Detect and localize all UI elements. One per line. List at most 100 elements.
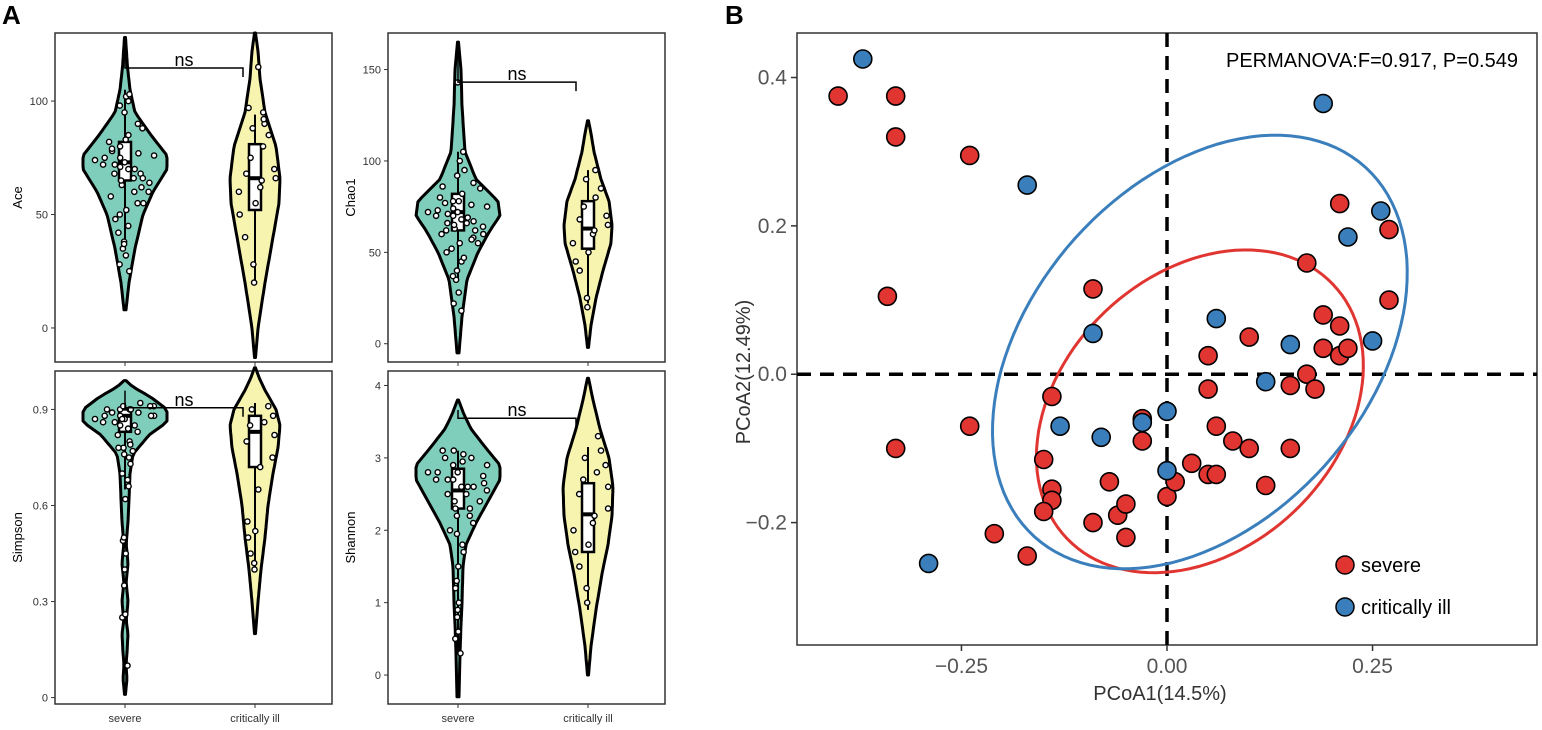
chao1-point-critically-ill [592,166,599,174]
ace-ytick-label: 100 [30,96,48,108]
simpson-point-critically-ill [246,422,254,429]
ace-point-severe [150,152,158,159]
shannon-ytick-label: 1 [375,598,381,610]
ace-point-severe [126,267,133,275]
simpson-ytick-label: 0.3 [33,597,48,609]
shannon-point-severe [469,519,477,527]
chao1-point-severe [449,272,457,280]
simpson-point-severe [125,454,133,461]
simpson-point-severe [122,495,129,503]
ace-point-severe [134,199,141,207]
ace-point-critically-ill [260,115,268,123]
point-severe [1083,512,1103,533]
shannon-point-severe [439,447,447,454]
y-tick-label: −0.2 [746,512,787,535]
ace-point-severe [115,229,122,236]
chao1-point-severe [450,300,458,307]
simpson-frame [54,370,333,705]
permanova-annotation: PERMANOVA:F=0.917, P=0.549 [1226,50,1518,72]
point-severe [1255,475,1276,496]
simpson-point-severe [114,431,122,439]
ace-ytick-label: 50 [36,210,48,222]
ace-point-severe [130,188,138,196]
point-severe [1297,253,1317,273]
chao1-point-severe [454,208,462,216]
simpson-point-severe [127,460,134,468]
ace-point-critically-ill [247,154,254,162]
chao1-point-severe [443,248,450,256]
chao1-point-severe [444,219,451,227]
chao1-point-severe [456,239,464,247]
point-severe [959,416,980,437]
point-severe [885,86,906,106]
simpson-point-critically-ill [244,518,251,525]
ace-point-severe [146,179,153,187]
ace-point-severe [134,120,142,128]
chao1-point-critically-ill [580,203,588,210]
chao1-violin-subplot: 0 50 100 150 Chao1 ns [343,32,666,366]
point-severe [1206,416,1227,437]
point-severe [1099,471,1120,492]
shannon-point-critically-ill [594,432,602,440]
point-severe [1280,375,1301,396]
shannon-point-severe [453,613,461,621]
x-category-label-severe-left: severe [108,713,141,725]
chao1-point-severe [470,179,477,187]
chao1-point-severe [450,221,458,229]
simpson-point-critically-ill [256,463,264,471]
point-severe [1206,464,1227,485]
ace-point-severe [120,240,128,248]
shannon-y-axis-title: Shannon [343,511,358,563]
point-severe [885,438,906,459]
simpson-point-severe [124,425,132,432]
ace-point-critically-ill [252,199,259,207]
ace-point-critically-ill [256,183,264,191]
ace-point-severe [116,143,124,150]
point-severe [1329,193,1350,214]
legend: severe critically ill [1335,555,1451,619]
ace-point-severe [116,261,123,268]
ace-point-severe [130,174,137,182]
shannon-point-critically-ill [585,541,592,549]
ace-point-critically-ill [250,279,258,286]
ace-point-critically-ill [254,63,262,71]
simpson-point-critically-ill [251,566,258,573]
shannon-point-critically-ill [589,519,597,527]
chao1-ns-label: ns [507,64,526,84]
ace-point-severe [117,177,125,184]
chao1-point-severe [460,254,468,262]
shannon-frame [387,370,666,705]
chao1-point-critically-ill [582,175,590,183]
simpson-point-severe [108,409,116,416]
simpson-point-critically-ill [248,406,256,413]
point-severe [877,286,898,307]
ace-point-severe [116,102,124,109]
point-critically-ill [918,553,939,574]
x-tick-label: 0.00 [1147,655,1188,678]
chao1-frame [387,32,666,363]
ace-point-severe [121,158,128,166]
point-severe [1083,279,1103,299]
confidence-ellipse-critically-ill [990,133,1409,571]
simpson-point-severe [127,441,134,448]
point-severe [1116,527,1136,548]
ace-point-critically-ill [259,143,267,150]
chao1-point-severe [449,197,457,205]
chao1-point-severe [444,210,452,218]
shannon-point-severe [453,512,461,520]
point-severe [1313,305,1333,325]
ace-point-severe [131,165,138,173]
shannon-point-severe [452,505,459,512]
shannon-point-severe [459,541,466,549]
ace-point-severe [125,165,132,173]
shannon-point-critically-ill [593,468,601,476]
shannon-point-severe [479,472,487,480]
shannon-point-severe [441,454,449,462]
ace-point-severe [122,136,129,143]
shannon-ytick-label: 2 [375,525,381,537]
shannon-point-critically-ill [604,483,612,491]
simpson-point-severe [122,550,130,557]
chao1-point-critically-ill [597,185,605,192]
point-critically-ill [1050,416,1070,437]
shannon-point-severe [432,476,440,483]
